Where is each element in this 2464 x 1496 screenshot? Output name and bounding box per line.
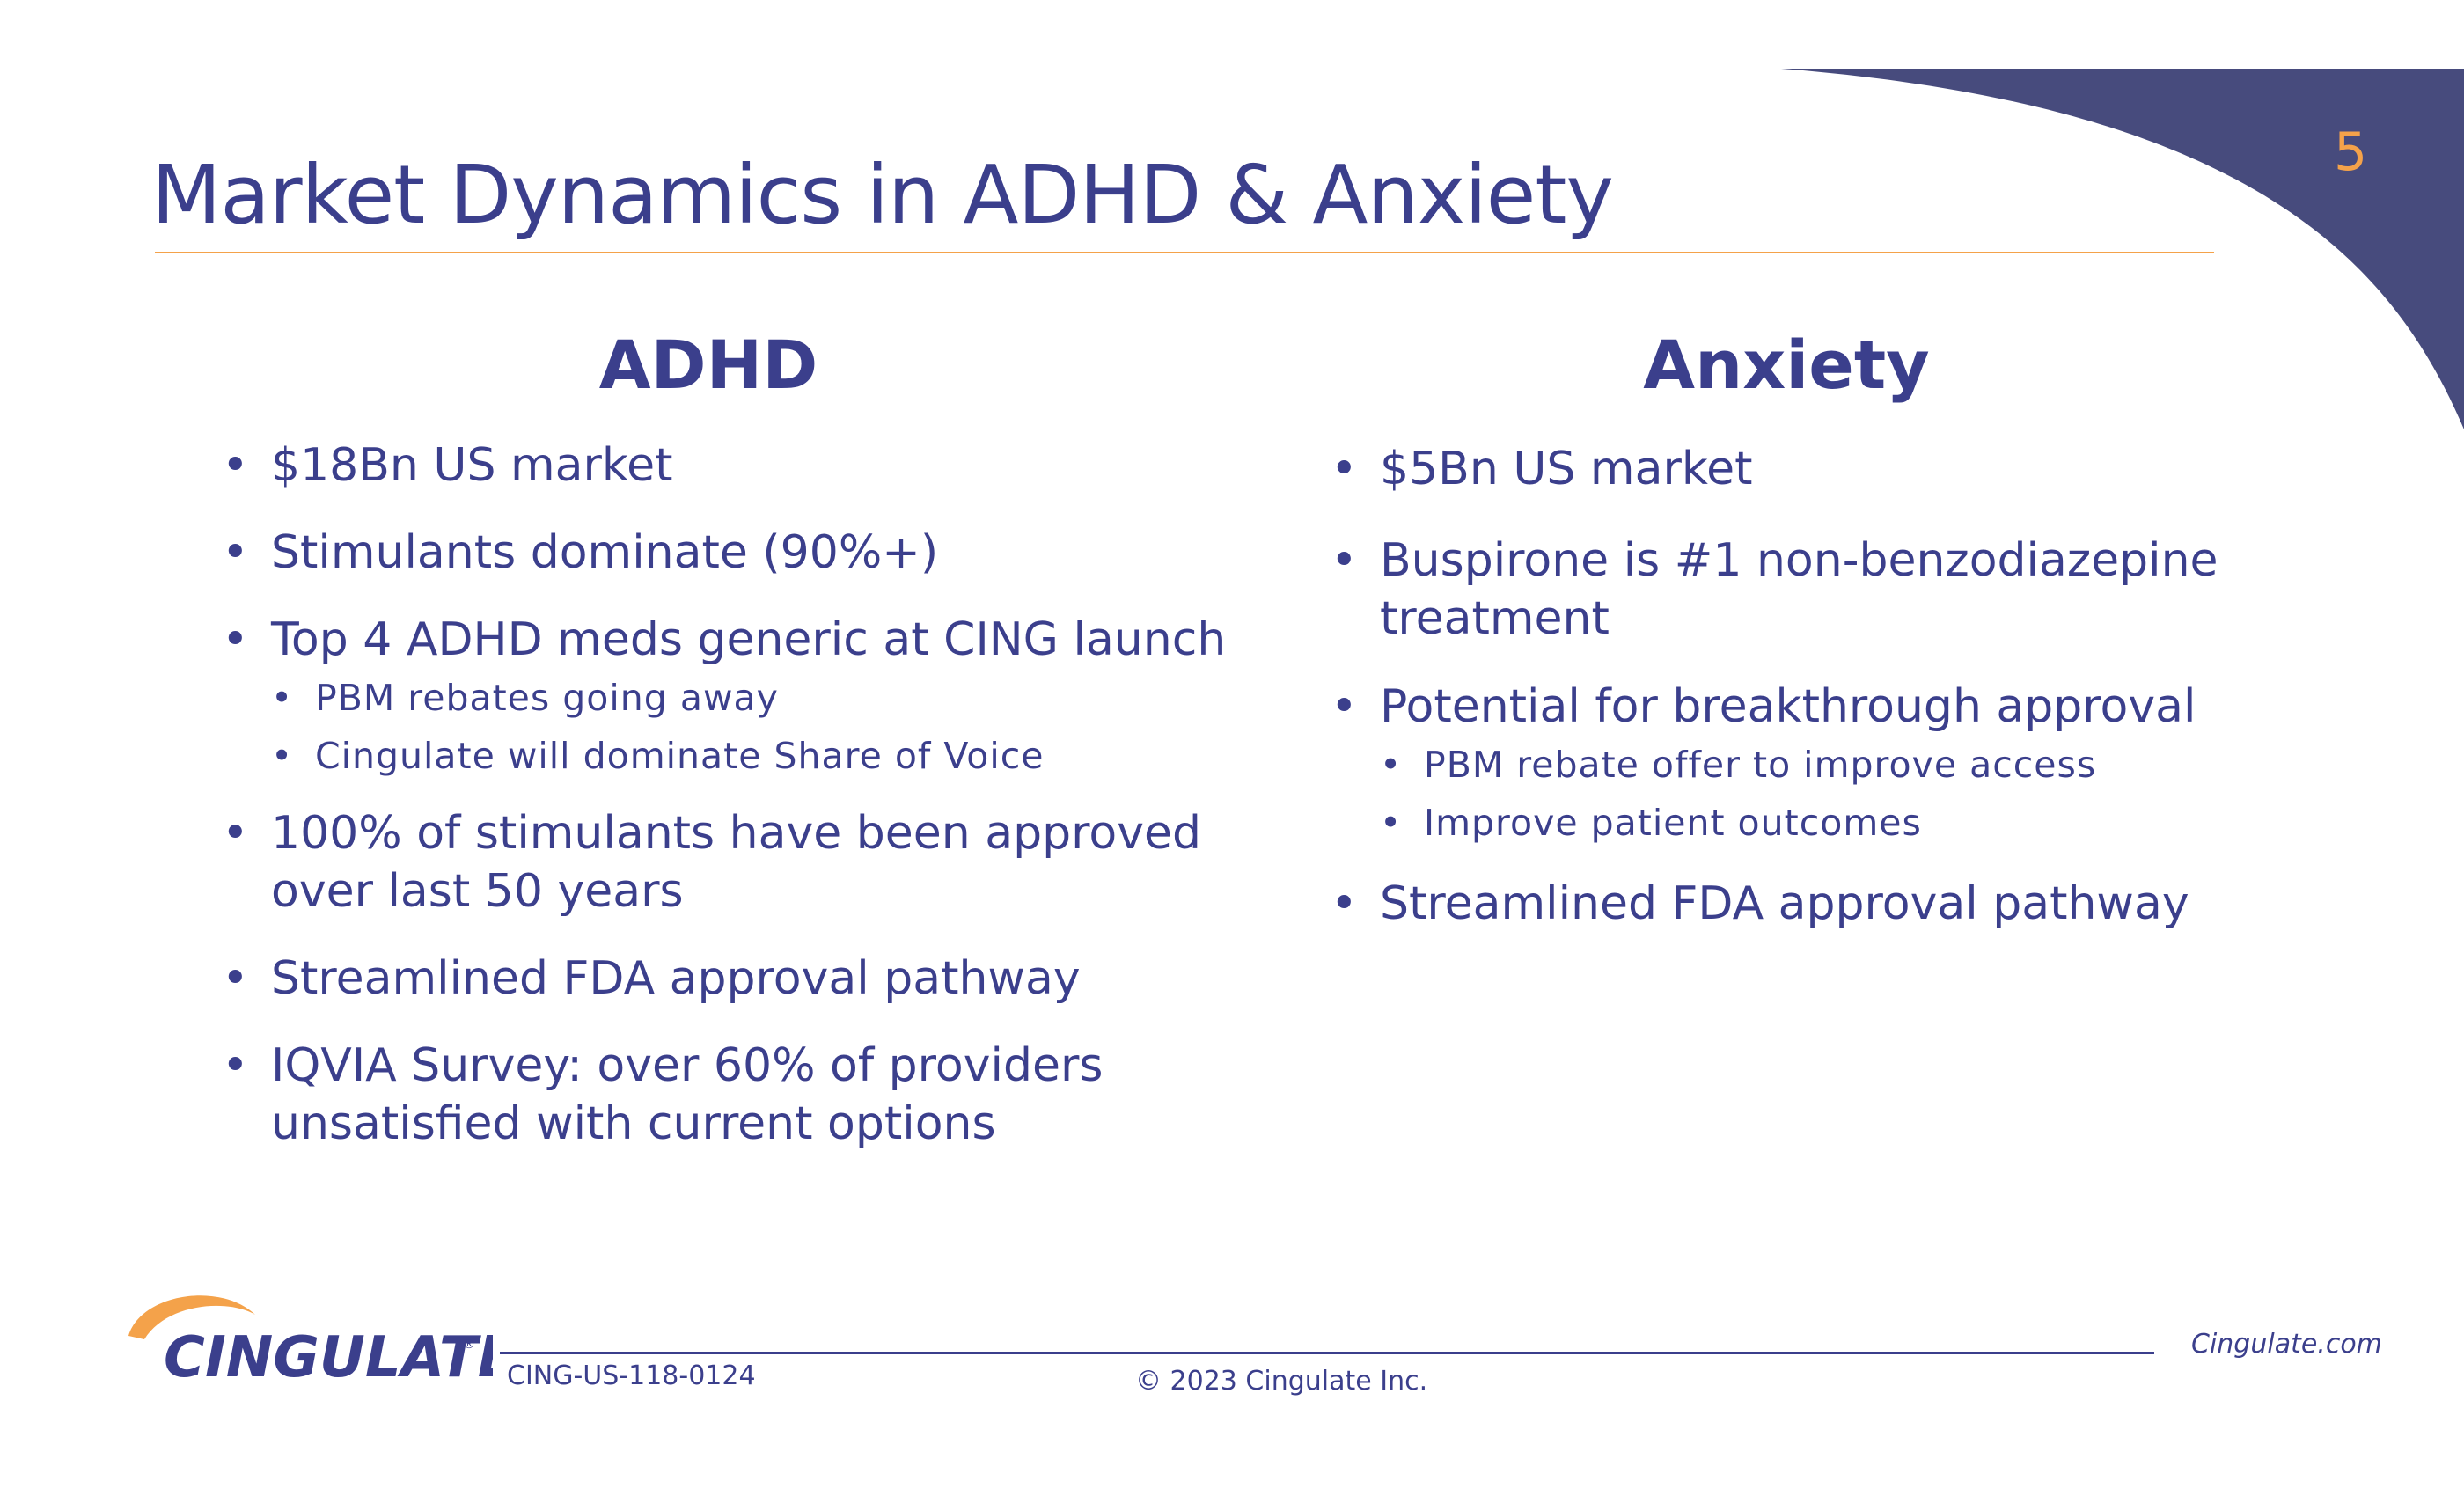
sub-bullet-text: Cingulate will dominate Share of Voice: [315, 735, 1045, 777]
bullet-text: Top 4 ADHD meds generic at CING launch: [271, 613, 1227, 666]
list-item: 100% of stimulants have been approved ov…: [222, 804, 1221, 920]
list-item: Stimulants dominate (90%+): [222, 524, 1278, 582]
slide-title: Market Dynamics in ADHD & Anxiety: [151, 148, 1614, 242]
cingulate-logo: CINGULATE ®: [128, 1295, 493, 1390]
title-divider: [155, 252, 2214, 253]
website-link[interactable]: Cingulate.com: [2191, 1329, 2382, 1360]
sub-list-item: Improve patient outcomes: [1380, 794, 2263, 852]
list-item: Potential for breakthrough approval PBM …: [1331, 678, 2263, 852]
adhd-heading: ADHD: [598, 326, 818, 404]
sub-bullet-text: PBM rebates going away: [315, 677, 779, 719]
document-code: CING-US-118-0124: [507, 1360, 756, 1391]
sub-list-item: Cingulate will dominate Share of Voice: [271, 727, 1278, 785]
logo-wordmark: CINGULATE: [164, 1325, 493, 1390]
sub-list-item: PBM rebate offer to improve access: [1380, 736, 2263, 794]
sub-bullet-list: PBM rebate offer to improve access Impro…: [1380, 736, 2263, 852]
list-item: Streamlined FDA approval pathway: [1331, 875, 2263, 933]
bullet-text: $18Bn US market: [271, 439, 673, 492]
bullet-text: Stimulants dominate (90%+): [271, 526, 939, 579]
list-item: Buspirone is #1 non-benzodiazepine treat…: [1331, 532, 2242, 648]
anxiety-bullet-list: $5Bn US market Buspirone is #1 non-benzo…: [1331, 440, 2263, 933]
bullet-text: Potential for breakthrough approval: [1380, 680, 2196, 733]
bullet-text: 100% of stimulants have been approved ov…: [271, 807, 1201, 918]
footer-divider: [500, 1352, 2154, 1354]
anxiety-heading: Anxiety: [1643, 326, 1930, 404]
sub-list-item: PBM rebates going away: [271, 669, 1278, 727]
adhd-bullet-list: $18Bn US market Stimulants dominate (90%…: [222, 436, 1278, 1153]
list-item: IQVIA Survey: over 60% of providers unsa…: [222, 1037, 1151, 1153]
sub-bullet-list: PBM rebates going away Cingulate will do…: [271, 669, 1278, 785]
page-number: 5: [2334, 121, 2368, 183]
list-item: Streamlined FDA approval pathway: [222, 950, 1278, 1008]
list-item: $18Bn US market: [222, 436, 1278, 495]
copyright-notice: © 2023 Cingulate Inc.: [1135, 1366, 1428, 1397]
bullet-text: Streamlined FDA approval pathway: [1380, 877, 2189, 930]
registered-mark: ®: [463, 1338, 475, 1352]
sub-bullet-text: Improve patient outcomes: [1424, 802, 1922, 844]
list-item: Top 4 ADHD meds generic at CING launch P…: [222, 611, 1278, 785]
bullet-text: Buspirone is #1 non-benzodiazepine treat…: [1380, 534, 2218, 645]
sub-bullet-text: PBM rebate offer to improve access: [1424, 744, 2097, 786]
list-item: $5Bn US market: [1331, 440, 2263, 498]
bullet-text: $5Bn US market: [1380, 443, 1753, 495]
bullet-text: IQVIA Survey: over 60% of providers unsa…: [271, 1039, 1104, 1150]
bullet-text: Streamlined FDA approval pathway: [271, 952, 1081, 1005]
